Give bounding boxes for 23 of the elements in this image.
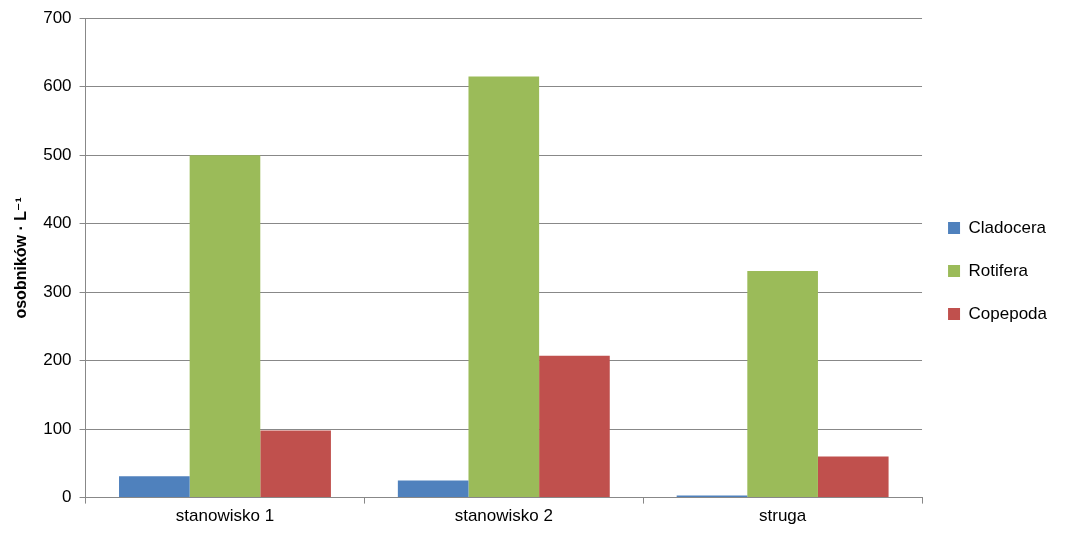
y-tick-label: 200: [43, 350, 72, 370]
bar: [468, 76, 540, 498]
x-tick-label: stanowisko 2: [454, 506, 553, 526]
y-tick-label: 500: [43, 144, 72, 164]
y-tick-label: 300: [43, 281, 72, 301]
y-tick-label: 100: [43, 418, 72, 438]
y-tick-label: 0: [62, 487, 72, 507]
y-axis-title: osobników · L⁻¹: [12, 197, 30, 319]
y-tick-label: 600: [43, 76, 72, 96]
bar: [397, 480, 469, 498]
legend-label: Rotifera: [968, 260, 1029, 280]
legend-label: Cladocera: [968, 217, 1047, 237]
bar: [817, 456, 889, 498]
bar: [539, 355, 610, 498]
y-tick-label: 700: [43, 7, 72, 27]
y-tick-label: 400: [43, 213, 72, 233]
bar: [747, 270, 818, 498]
legend-label: Copepoda: [968, 303, 1048, 323]
x-tick-label: struga: [759, 506, 807, 526]
x-tick-label: stanowisko 1: [175, 506, 275, 526]
bar: [189, 155, 261, 498]
bar: [119, 476, 190, 498]
bar: [260, 430, 331, 498]
